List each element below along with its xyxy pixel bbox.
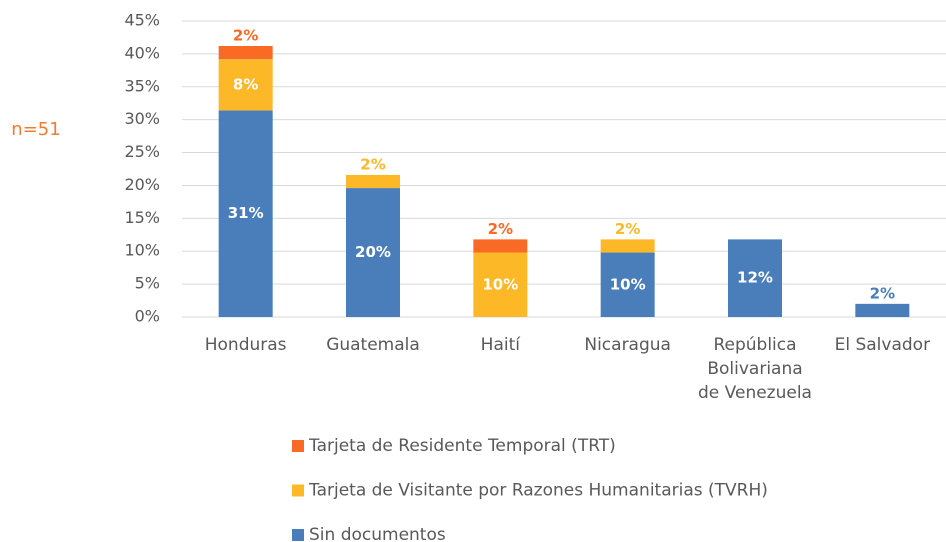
data-label: 10% [610,275,646,293]
bar-segment [218,45,273,60]
legend-label: Sin documentos [309,525,446,542]
bar-segment [855,303,910,317]
y-tick-label: 20% [124,175,160,194]
y-tick-label: 40% [124,43,160,62]
x-tick-label: República Bolivariana de Venezuela [698,335,812,403]
annotation: n=51 [11,119,60,140]
legend-label: Tarjeta de Residente Temporal (TRT) [308,436,616,456]
y-tick-label: 25% [124,142,160,161]
bar-segment [218,59,273,111]
y-tick-label: 0% [135,307,160,326]
y-tick-label: 45% [124,11,160,30]
bar-segment [600,252,655,317]
bar-segment [218,110,273,317]
bar-segment [728,239,782,317]
y-tick-label: 30% [124,109,160,128]
y-tick-label: 35% [124,76,160,95]
data-label: 12% [737,269,773,287]
data-label: 2% [233,26,258,44]
legend-swatch [292,440,304,452]
x-tick-label: El Salvador [834,335,931,355]
legend-swatch [292,529,304,541]
data-label: 31% [228,204,264,222]
bar-segment [346,188,400,317]
bar-segment [600,239,655,253]
y-tick-label: 15% [124,208,160,227]
data-label: 8% [233,75,258,93]
y-tick-label: 10% [124,241,160,260]
x-tick-label: Haití [480,335,520,355]
legend-label: Tarjeta de Visitante por Razones Humanit… [308,481,768,501]
bar-segment [346,174,400,189]
bar-segment [473,239,528,253]
data-label: 2% [488,220,513,238]
x-tick-label: Honduras [204,335,287,355]
data-label: 20% [355,243,391,261]
data-label: 2% [870,284,895,302]
bar-segment [473,252,528,317]
x-tick-label: Nicaragua [584,335,671,355]
legend-swatch [292,484,304,497]
x-tick-label: Guatemala [326,335,420,355]
data-label: 2% [360,155,385,173]
y-tick-label: 5% [135,274,160,293]
data-label: 2% [615,220,640,238]
data-label: 10% [482,275,518,293]
